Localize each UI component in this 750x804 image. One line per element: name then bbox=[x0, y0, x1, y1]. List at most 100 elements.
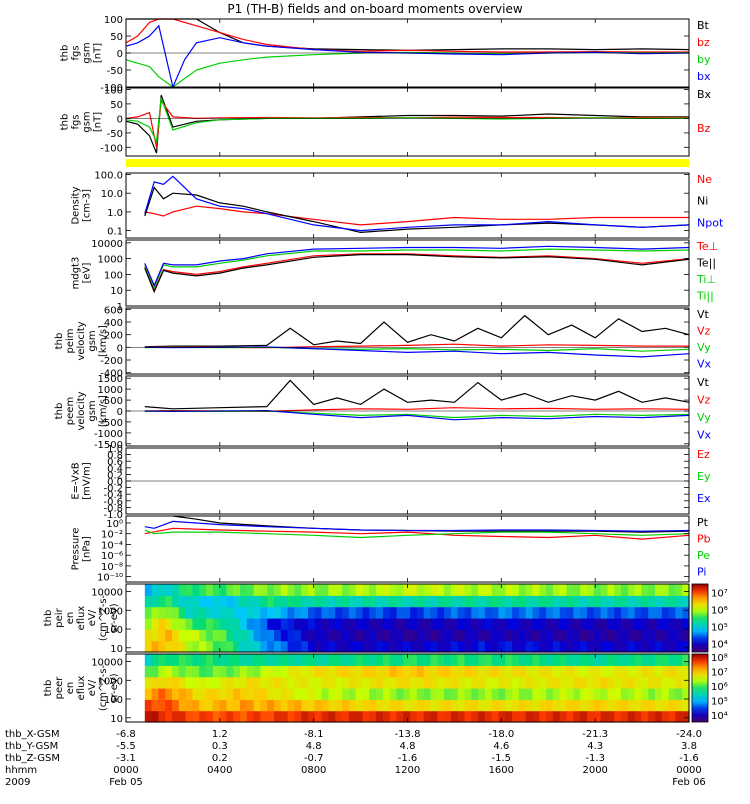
spectrogram-cell bbox=[607, 606, 615, 619]
spectrogram-cell bbox=[546, 665, 554, 678]
colorbar-tick-label: 10⁵ bbox=[711, 696, 728, 707]
spectrogram-cell bbox=[355, 606, 364, 619]
y-axis-label: eflux bbox=[76, 606, 87, 631]
spectrogram-cell bbox=[233, 629, 241, 642]
spectrogram-cell bbox=[403, 654, 411, 666]
spectrogram-cell bbox=[185, 699, 193, 712]
spectrogram-cell bbox=[328, 688, 336, 700]
y-tick-label: -100 bbox=[100, 143, 123, 154]
spectrogram-cell bbox=[328, 654, 336, 666]
spectrogram-cell bbox=[546, 710, 554, 723]
spectrogram-cell bbox=[260, 699, 268, 712]
spectrogram-cell bbox=[512, 618, 520, 630]
spectrogram-cell bbox=[655, 688, 663, 700]
spectrogram-cell bbox=[614, 584, 622, 596]
spectrogram-cell bbox=[437, 629, 445, 642]
spectrogram-cell bbox=[450, 584, 459, 596]
spectrogram-cell bbox=[587, 629, 595, 642]
spectrogram-cell bbox=[321, 595, 329, 608]
spectrogram-cell bbox=[355, 710, 364, 723]
spectrogram-cell bbox=[376, 629, 384, 642]
spectrogram-cell bbox=[199, 606, 207, 619]
y-tick-label: 1000 bbox=[98, 385, 123, 396]
y-tick-label: 100 bbox=[104, 270, 123, 281]
spectrogram-cell bbox=[491, 710, 500, 723]
spectrogram-cell bbox=[212, 606, 221, 619]
panel-peir_spec bbox=[125, 583, 690, 653]
spectrogram-cell bbox=[655, 595, 663, 608]
spectrogram-cell bbox=[484, 629, 493, 642]
spectrogram-cell bbox=[471, 665, 479, 678]
xaxis-value: 0.2 bbox=[212, 753, 228, 764]
spectrogram-cell bbox=[355, 618, 364, 630]
spectrogram-cell bbox=[158, 654, 166, 666]
spectrogram-cell bbox=[382, 629, 391, 642]
spectrogram-cell bbox=[471, 629, 479, 642]
legend-entry: Vt bbox=[697, 376, 710, 389]
spectrogram-cell bbox=[212, 618, 221, 630]
spectrogram-cell bbox=[212, 654, 221, 666]
spectrogram-cell bbox=[158, 676, 166, 689]
xaxis-value: 0800 bbox=[301, 765, 326, 776]
spectrogram-cell bbox=[471, 640, 479, 653]
series-line-temperature bbox=[144, 245, 690, 287]
spectrogram-cell bbox=[648, 606, 656, 619]
spectrogram-cell bbox=[627, 584, 636, 596]
spectrogram-cell bbox=[416, 584, 425, 596]
spectrogram-cell bbox=[430, 584, 438, 596]
colorbar-tick-label: 10⁷ bbox=[711, 667, 728, 678]
spectrogram-cell bbox=[308, 654, 316, 666]
spectrogram-cell bbox=[566, 710, 574, 723]
spectrogram-cell bbox=[280, 710, 289, 723]
spectrogram-cell bbox=[274, 584, 282, 596]
spectrogram-cell bbox=[546, 640, 554, 653]
spectrogram-cell bbox=[539, 710, 547, 723]
spectrogram-cell bbox=[376, 654, 384, 666]
spectrogram-cell bbox=[668, 654, 676, 666]
panel-fgs_gsm bbox=[125, 18, 690, 89]
spectrogram-cell bbox=[471, 654, 479, 666]
spectrogram-cell bbox=[675, 654, 683, 666]
spectrogram-cell bbox=[172, 618, 180, 630]
spectrogram-cell bbox=[342, 699, 350, 712]
spectrogram-cell bbox=[539, 676, 547, 689]
spectrogram-cell bbox=[199, 654, 207, 666]
spectrogram-cell bbox=[328, 640, 336, 653]
spectrogram-cell bbox=[240, 606, 248, 619]
spectrogram-cell bbox=[525, 688, 534, 700]
y-axis-label: en bbox=[65, 682, 76, 695]
spectrogram-cell bbox=[546, 606, 554, 619]
spectrogram-cell bbox=[246, 699, 255, 712]
spectrogram-cell bbox=[185, 676, 193, 689]
series-line-density bbox=[144, 175, 690, 232]
spectrogram-cell bbox=[552, 654, 561, 666]
spectrogram-cell bbox=[457, 699, 466, 712]
spectrogram-cell bbox=[199, 595, 207, 608]
spectrogram-cell bbox=[369, 654, 377, 666]
spectrogram-cell bbox=[178, 618, 187, 630]
y-tick-label: -1.0 bbox=[103, 510, 123, 521]
spectrogram-cell bbox=[484, 654, 493, 666]
y-tick-label: 1.0 bbox=[107, 444, 123, 455]
spectrogram-cell bbox=[369, 676, 377, 689]
series-line-fgs_gsm bbox=[125, 18, 689, 53]
spectrogram-cell bbox=[287, 618, 295, 630]
spectrogram-cell bbox=[668, 699, 676, 712]
y-tick-label: 10⁻⁶ bbox=[101, 551, 123, 562]
spectrogram-cell bbox=[376, 699, 384, 712]
spectrogram-cell bbox=[253, 699, 261, 712]
spectrogram-cell bbox=[668, 665, 676, 678]
xaxis-row-label: thb_Y-GSM bbox=[5, 741, 58, 752]
spectrogram-cell bbox=[675, 618, 683, 630]
xaxis-value: -1.6 bbox=[679, 753, 699, 764]
spectrogram-cell bbox=[185, 654, 193, 666]
spectrogram-cell bbox=[525, 606, 534, 619]
spectrogram-cell bbox=[314, 584, 323, 596]
spectrogram-cell bbox=[267, 618, 275, 630]
spectrogram-cell bbox=[450, 676, 459, 689]
xaxis-value: 4.3 bbox=[587, 741, 603, 752]
spectrogram-cell bbox=[580, 654, 588, 666]
spectrogram-cell bbox=[682, 676, 690, 689]
spectrogram-cell bbox=[267, 595, 275, 608]
spectrogram-cell bbox=[280, 629, 289, 642]
